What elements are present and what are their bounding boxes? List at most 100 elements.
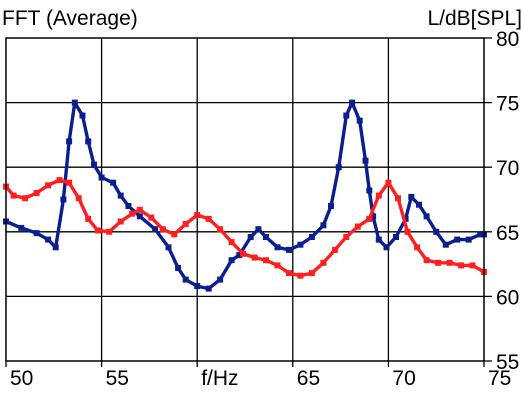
- series-2-point-3: [33, 190, 40, 196]
- series-2-point-21: [228, 239, 235, 246]
- series-1: [3, 99, 487, 292]
- series-2-point-11: [117, 218, 124, 225]
- series-2-point-8: [85, 215, 92, 222]
- series-2-point-35: [385, 179, 392, 186]
- series-1-point-4: [52, 244, 59, 251]
- x-tick-labels: 50 55 f/Hz 65 70 75: [5, 361, 511, 390]
- grid: [6, 38, 484, 361]
- series-2-point-39: [423, 257, 430, 264]
- series-1-point-47: [423, 213, 430, 220]
- series-1-point-43: [393, 234, 399, 240]
- series-1-point-41: [375, 236, 382, 243]
- series-1-point-25: [247, 234, 254, 240]
- series-2-point-34: [375, 192, 382, 199]
- series-1-point-38: [362, 157, 369, 164]
- series-1-point-15: [136, 213, 143, 220]
- series-1-point-28: [274, 244, 281, 251]
- series-1-point-6: [66, 138, 73, 145]
- series-1-point-22: [217, 276, 224, 283]
- series-1-point-8: [79, 112, 86, 119]
- plot-frame: [5, 37, 485, 362]
- series-1-point-3: [45, 236, 52, 243]
- series-1-point-24: [236, 252, 243, 259]
- x-tick-label-4: 70: [392, 367, 415, 389]
- x-tick-label-2: f/Hz: [201, 367, 238, 389]
- series-1-point-27: [263, 234, 269, 240]
- series-1-point-14: [125, 203, 132, 209]
- series-2-point-1: [10, 192, 17, 199]
- series-2-point-7: [75, 195, 82, 202]
- series-2: [3, 177, 487, 279]
- series-2-point-41: [446, 259, 453, 266]
- series-2-point-43: [469, 262, 476, 269]
- series-1-point-11: [98, 174, 105, 181]
- series-2-point-29: [320, 259, 327, 266]
- series-1-point-34: [335, 164, 342, 171]
- series-2-point-5: [56, 177, 63, 184]
- series-2-point-10: [106, 228, 113, 235]
- series-1-point-20: [194, 283, 201, 290]
- series-1-line: [4, 100, 486, 291]
- y-tick-label-5: 55: [496, 351, 519, 374]
- series-1-point-16: [152, 226, 159, 233]
- y-tick-label-0: 80: [496, 28, 519, 51]
- series-2-point-25: [274, 262, 281, 269]
- series-2-point-20: [217, 226, 224, 233]
- series-1-point-9: [85, 138, 92, 145]
- series-1-point-7: [71, 99, 78, 106]
- series-1-point-13: [117, 192, 124, 199]
- series-2-point-9: [94, 227, 101, 234]
- series-1-point-52: [477, 231, 484, 238]
- series-2-point-16: [171, 231, 178, 238]
- x-tick-label-0: 50: [10, 367, 33, 389]
- series-layer: [3, 99, 487, 292]
- series-1-point-37: [356, 117, 363, 124]
- series-2-point-28: [308, 270, 315, 277]
- series-2-point-33: [366, 215, 373, 222]
- series-1-point-35: [343, 112, 350, 119]
- series-2-point-17: [182, 221, 189, 227]
- series-2-point-4: [45, 182, 52, 189]
- series-2-point-32: [354, 223, 361, 230]
- series-1-point-45: [408, 193, 415, 200]
- series-1-point-49: [442, 241, 449, 248]
- series-2-point-36: [395, 195, 401, 202]
- series-2-point-14: [148, 214, 155, 221]
- series-1-point-21: [205, 285, 212, 292]
- x-tick-label-3: 65: [297, 367, 320, 389]
- series-1-point-12: [110, 179, 117, 186]
- series-2-point-40: [435, 259, 442, 266]
- chart-title: FFT (Average): [2, 7, 138, 30]
- series-2-point-42: [458, 262, 465, 269]
- series-1-point-40: [370, 213, 377, 220]
- series-2-point-37: [404, 228, 411, 235]
- series-1-point-29: [286, 246, 292, 253]
- series-2-point-30: [331, 246, 338, 253]
- series-1-point-23: [228, 257, 235, 264]
- series-1-point-46: [416, 201, 422, 208]
- series-2-point-22: [240, 250, 247, 257]
- series-1-point-31: [308, 234, 315, 240]
- series-1-point-2: [33, 230, 40, 237]
- series-2-point-18: [194, 212, 201, 218]
- y-tick-label-2: 70: [496, 157, 519, 180]
- series-1-point-17: [165, 244, 172, 251]
- y-axis-unit-label: L/dB[SPL]: [427, 7, 522, 30]
- series-2-point-2: [22, 195, 29, 202]
- series-2-point-31: [343, 234, 350, 240]
- series-1-point-19: [182, 276, 189, 283]
- series-1-point-5: [60, 196, 67, 203]
- y-tick-label-1: 75: [496, 93, 519, 116]
- series-2-point-27: [297, 272, 304, 279]
- series-2-point-23: [251, 254, 258, 261]
- series-1-point-30: [297, 241, 304, 248]
- series-1-point-1: [18, 224, 25, 231]
- series-2-point-26: [286, 270, 292, 277]
- x-tick-label-5: 75: [488, 367, 511, 389]
- series-2-point-6: [66, 179, 73, 186]
- series-1-point-10: [91, 161, 97, 168]
- series-1-point-32: [320, 222, 327, 229]
- series-1-point-26: [255, 226, 262, 233]
- series-2-point-19: [205, 215, 212, 222]
